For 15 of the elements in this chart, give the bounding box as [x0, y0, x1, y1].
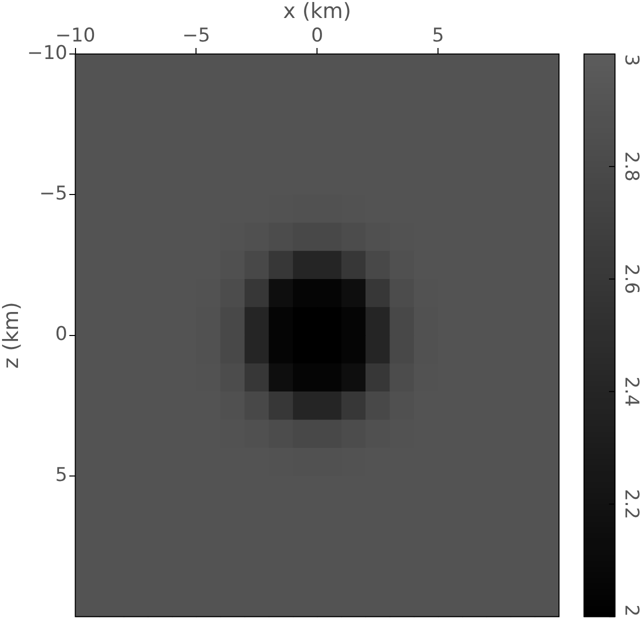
color-bar-label: 2.4: [620, 376, 643, 407]
y-tick-label: −10: [27, 42, 68, 64]
color-bar-label: 2.6: [620, 264, 643, 294]
y-tick-label: −5: [39, 182, 68, 205]
y-axis-title: z (km): [0, 302, 24, 369]
color-bar-label: 3: [620, 54, 643, 66]
x-tick-label: 5: [432, 24, 444, 47]
x-axis-title: x (km): [283, 0, 352, 24]
color-bar-label: 2: [620, 604, 643, 617]
color-bar-label: 2.8: [620, 151, 643, 182]
y-tick-label: 5: [55, 464, 68, 486]
color-bar-label: 2.2: [620, 488, 643, 520]
x-tick-label: 0: [311, 24, 324, 47]
y-tick-label: 0: [55, 323, 68, 346]
x-tick-label: −5: [182, 24, 210, 47]
